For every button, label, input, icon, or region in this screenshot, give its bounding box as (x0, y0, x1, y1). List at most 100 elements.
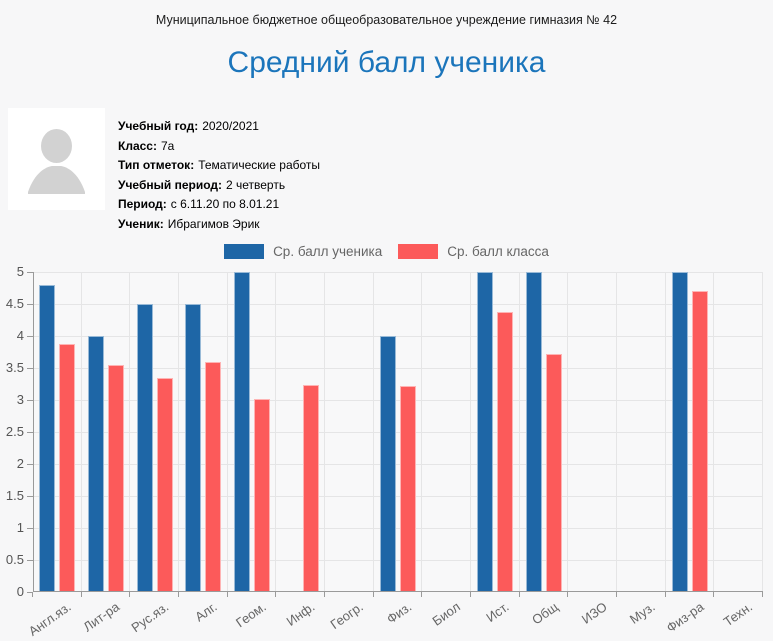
gridline (33, 368, 763, 369)
bar-student (39, 284, 56, 592)
y-axis-tick (27, 400, 33, 401)
category-slot-7 (374, 272, 423, 592)
y-axis-tick (27, 336, 33, 337)
gridline (80, 272, 82, 592)
legend-label: Ср. балл класса (447, 244, 549, 259)
x-axis-tick (80, 592, 82, 597)
x-axis-tick (470, 592, 471, 597)
legend-item-series-0[interactable]: Ср. балл ученика (224, 244, 382, 259)
info-field-value: 2020/2021 (202, 119, 259, 133)
info-field-3: Учебный период: 2 четверть (118, 176, 320, 196)
student-card: Учебный год: 2020/2021 Класс: 7а Тип отметок… (8, 108, 320, 234)
bar-class (497, 311, 514, 592)
y-axis-tick (27, 528, 33, 529)
category-slot-12 (617, 272, 666, 592)
x-axis-tick (32, 592, 33, 597)
x-axis-tick (178, 592, 179, 597)
info-field-value: 2 четверть (225, 177, 286, 192)
bar-student (379, 336, 396, 592)
bar-class (302, 384, 319, 592)
x-axis-tick (372, 592, 374, 597)
y-axis-label: 0 (16, 584, 24, 599)
info-field-value: Ибрагимов Эрик (167, 216, 260, 231)
y-axis-label: 2.5 (5, 424, 24, 439)
chart-legend: Ср. балл ученика Ср. балл класса (0, 244, 773, 259)
info-field-0: Учебный год: 2020/2021 (118, 117, 320, 137)
gridline (664, 272, 666, 592)
y-axis-tick (27, 304, 33, 305)
bar-class (691, 290, 708, 592)
gridline (178, 272, 179, 592)
gridline (713, 272, 715, 592)
bar-class (107, 364, 124, 592)
y-axis-label: 3 (16, 392, 24, 407)
gridline (470, 272, 471, 592)
x-axis-label: Алг. (192, 599, 220, 625)
category-slot-1 (82, 272, 131, 592)
x-axis-tick (275, 592, 277, 597)
gridline (33, 496, 763, 497)
y-axis-label: 1 (16, 520, 24, 535)
gridline (33, 336, 763, 337)
legend-label: Ср. балл ученика (273, 244, 383, 259)
y-axis-tick (27, 560, 33, 561)
x-axis-tick (616, 592, 617, 597)
info-field-label: Период: (118, 197, 167, 211)
gridline (518, 272, 520, 592)
bar-class (156, 377, 173, 592)
y-axis-tick (27, 464, 33, 465)
info-field-2: Тип отметок: Тематические работы (118, 156, 320, 176)
x-axis-label: Физ-ра (663, 599, 707, 636)
gridline (324, 272, 325, 592)
category-slot-9 (471, 272, 520, 592)
x-axis-line (33, 591, 763, 592)
category-slot-6 (325, 272, 374, 592)
category-slot-10 (520, 272, 569, 592)
legend-item-series-1[interactable]: Ср. балл класса (398, 244, 549, 259)
info-field-label: Ученик: (118, 216, 164, 231)
gridline (33, 400, 763, 401)
y-axis-label: 0.5 (5, 552, 24, 567)
info-field-5: Ученик: Ибрагимов Эрик (118, 215, 320, 235)
x-axis-label: Геогр. (327, 599, 366, 633)
y-axis-label: 5 (16, 264, 24, 279)
info-field-label: Класс: (118, 138, 157, 153)
y-axis-label: 2 (16, 456, 24, 471)
x-axis-label: Геом. (232, 599, 269, 631)
gridline (275, 272, 277, 592)
bar-student (136, 304, 153, 592)
x-axis-label: Биол (429, 599, 464, 629)
person-silhouette-icon (28, 129, 85, 194)
x-axis-label: Инф. (283, 599, 318, 629)
gridline (33, 272, 763, 273)
y-axis-label: 4 (16, 328, 24, 343)
category-slot-5 (276, 272, 325, 592)
bar-student (87, 336, 104, 592)
bar-student (233, 272, 250, 592)
info-field-label: Учебный период: (118, 177, 222, 192)
gridline (567, 272, 569, 592)
x-axis-label: Лит-ра (80, 599, 123, 635)
x-axis-label: Рус.яз. (128, 599, 172, 636)
bar-student (525, 272, 542, 592)
x-axis-tick (226, 592, 228, 597)
info-field-value: 7а (160, 138, 175, 153)
bar-class (253, 398, 270, 592)
info-field-value: с 6.11.20 по 8.01.21 (170, 197, 280, 211)
gridline (33, 528, 763, 529)
bar-class (205, 362, 222, 592)
y-axis-label: 3.5 (5, 360, 24, 375)
gridline (226, 272, 228, 592)
legend-swatch (224, 244, 265, 259)
info-field-label: Учебный год: (118, 119, 199, 133)
x-axis-label: Техн. (720, 599, 756, 630)
category-slot-11 (568, 272, 617, 592)
bar-student (671, 272, 688, 592)
x-axis-tick (324, 592, 325, 597)
gridline (616, 272, 617, 592)
x-axis-tick (567, 592, 569, 597)
info-field-label: Тип отметок: (118, 158, 195, 172)
gridline (421, 272, 423, 592)
y-axis-tick (27, 272, 33, 273)
